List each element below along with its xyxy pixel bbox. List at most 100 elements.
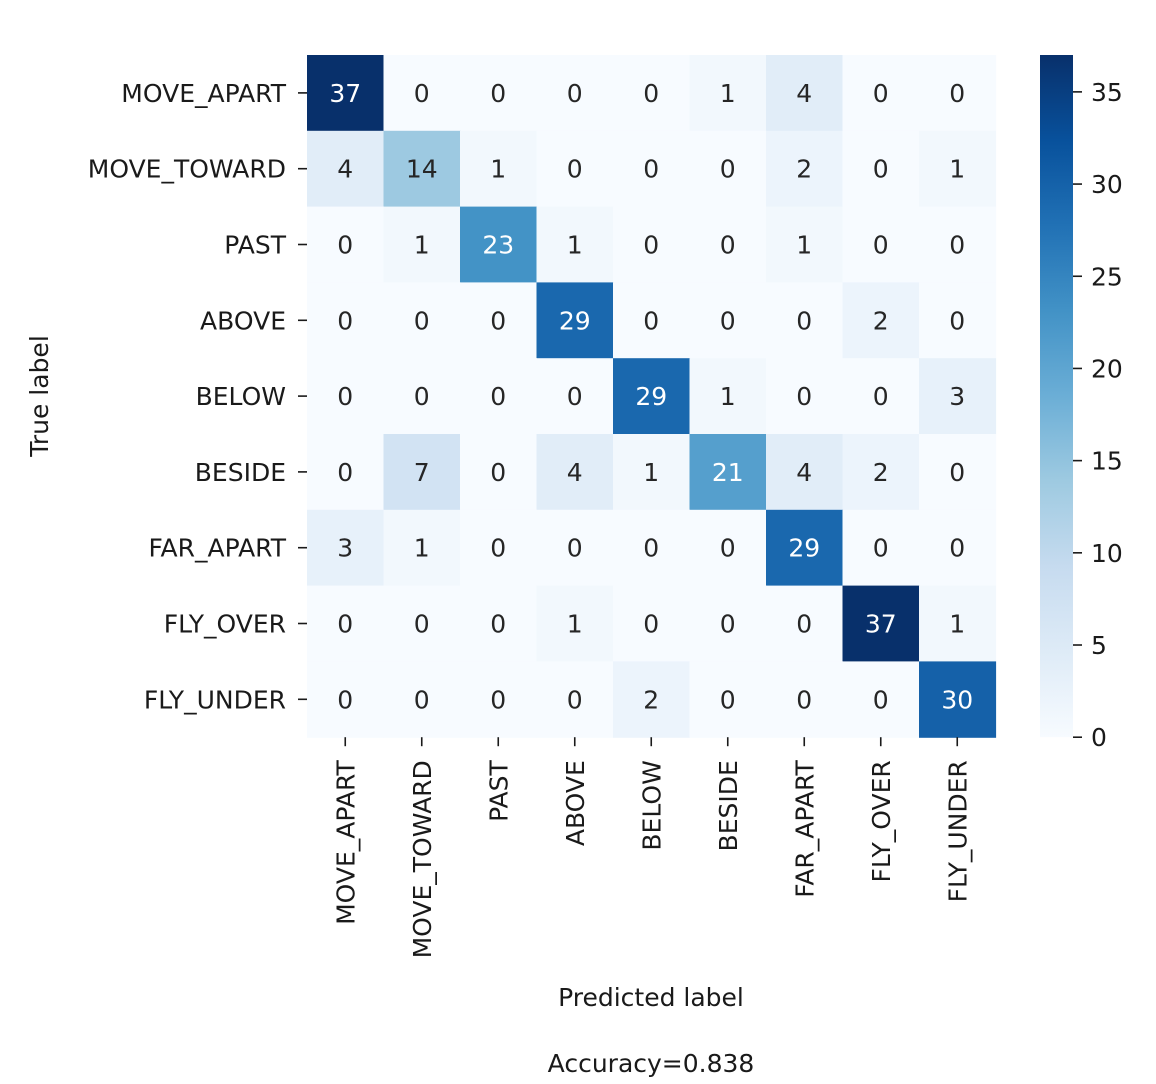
heatmap-cell bbox=[383, 358, 461, 435]
cell-value-label: 2 bbox=[873, 458, 889, 487]
heatmap-cell bbox=[383, 585, 461, 662]
heatmap-cell bbox=[919, 585, 997, 662]
cell-value-label: 0 bbox=[720, 685, 736, 714]
cell-value-label: 3 bbox=[949, 382, 965, 411]
x-tick-label: ABOVE bbox=[561, 760, 590, 846]
heatmap-cell bbox=[919, 661, 997, 738]
heatmap-cell bbox=[919, 358, 997, 435]
cell-value-label: 0 bbox=[873, 685, 889, 714]
y-tick-label: MOVE_APART bbox=[121, 79, 286, 108]
cell-value-label: 0 bbox=[643, 610, 659, 639]
heatmap-cell bbox=[613, 585, 691, 662]
cell-value-label: 0 bbox=[720, 534, 736, 563]
cell-value-label: 1 bbox=[643, 458, 659, 487]
cell-value-label: 4 bbox=[567, 458, 583, 487]
cell-value-label: 0 bbox=[414, 685, 430, 714]
cell-value-label: 0 bbox=[567, 382, 583, 411]
heatmap-cell bbox=[460, 55, 538, 132]
heatmap-cell bbox=[842, 661, 920, 738]
cell-value-label: 4 bbox=[796, 458, 812, 487]
cell-value-label: 1 bbox=[720, 79, 736, 108]
heatmap-cell bbox=[613, 55, 691, 132]
cell-value-label: 30 bbox=[941, 685, 973, 714]
heatmap-cell bbox=[307, 434, 385, 511]
heatmap-cell bbox=[766, 282, 844, 359]
heatmap-cell bbox=[536, 434, 614, 511]
heatmap-cell bbox=[689, 206, 767, 283]
cell-value-label: 0 bbox=[490, 382, 506, 411]
cell-value-label: 0 bbox=[796, 685, 812, 714]
heatmap-cell bbox=[613, 434, 691, 511]
heatmap-cell bbox=[689, 434, 767, 511]
heatmap-cell bbox=[460, 282, 538, 359]
heatmap-cell bbox=[842, 434, 920, 511]
cell-value-label: 29 bbox=[559, 306, 591, 335]
cell-value-label: 0 bbox=[414, 79, 430, 108]
cell-value-label: 0 bbox=[720, 231, 736, 260]
heatmap-cell bbox=[307, 55, 385, 132]
cell-value-label: 0 bbox=[337, 306, 353, 335]
cell-value-label: 0 bbox=[643, 306, 659, 335]
cell-value-label: 0 bbox=[949, 306, 965, 335]
y-tick-label: FLY_OVER bbox=[164, 610, 286, 639]
heatmap-cell bbox=[536, 282, 614, 359]
heatmap-cell bbox=[536, 509, 614, 587]
heatmap-cell bbox=[536, 130, 614, 208]
heatmap-cell bbox=[460, 358, 538, 435]
heatmap-cell bbox=[919, 434, 997, 511]
cell-value-label: 0 bbox=[490, 685, 506, 714]
x-tick-label: BELOW bbox=[637, 760, 666, 850]
cell-value-label: 1 bbox=[949, 610, 965, 639]
heatmap-cell bbox=[460, 206, 538, 283]
cell-value-label: 0 bbox=[414, 306, 430, 335]
y-tick-label: FLY_UNDER bbox=[144, 685, 286, 714]
colorbar-tick-label: 15 bbox=[1091, 447, 1123, 476]
heatmap-cell bbox=[460, 585, 538, 662]
heatmap-cell bbox=[689, 55, 767, 132]
cell-value-label: 0 bbox=[873, 382, 889, 411]
heatmap-cell bbox=[307, 282, 385, 359]
heatmap-cell bbox=[689, 585, 767, 662]
heatmap-cell bbox=[689, 509, 767, 587]
x-tick-label: MOVE_APART bbox=[331, 759, 360, 924]
colorbar-tick-label: 30 bbox=[1091, 170, 1123, 199]
y-tick-label: MOVE_TOWARD bbox=[88, 155, 286, 184]
cell-value-label: 0 bbox=[490, 79, 506, 108]
cell-value-label: 0 bbox=[796, 306, 812, 335]
cell-value-label: 0 bbox=[414, 382, 430, 411]
cell-value-label: 0 bbox=[567, 534, 583, 563]
cell-value-label: 1 bbox=[414, 231, 430, 260]
heatmap-cell bbox=[766, 55, 844, 132]
cell-value-label: 0 bbox=[949, 79, 965, 108]
heatmap-cell bbox=[460, 434, 538, 511]
cell-value-label: 0 bbox=[490, 306, 506, 335]
heatmap-cell bbox=[919, 509, 997, 587]
x-tick-label: FLY_UNDER bbox=[943, 760, 972, 902]
y-axis-title: True label bbox=[25, 335, 54, 458]
cell-value-label: 3 bbox=[337, 534, 353, 563]
heatmap-cell bbox=[842, 358, 920, 435]
colorbar: 0 5 10 15 20 25 30 35 bbox=[1040, 55, 1123, 752]
cell-value-label: 0 bbox=[337, 382, 353, 411]
heatmap-cell-labels: 37 0 0 0 0 1 4 0 04 14 1 0 0 0 2 0 10 1 23 1 0 0 1 0 00 0 0 29 0 0 0 2 0… bbox=[329, 79, 973, 714]
x-axis: MOVE_APART MOVE_TOWARD PAST ABOVE BELOW BESID… bbox=[331, 737, 972, 958]
cell-value-label: 0 bbox=[643, 79, 659, 108]
cell-value-label: 23 bbox=[482, 231, 514, 260]
heatmap-cell bbox=[383, 130, 461, 208]
cell-value-label: 1 bbox=[796, 231, 812, 260]
cell-value-label: 0 bbox=[567, 685, 583, 714]
heatmap-cell bbox=[536, 585, 614, 662]
cell-value-label: 29 bbox=[635, 382, 667, 411]
cell-value-label: 0 bbox=[796, 610, 812, 639]
heatmap-cell bbox=[536, 358, 614, 435]
cell-value-label: 0 bbox=[337, 610, 353, 639]
cell-value-label: 0 bbox=[567, 155, 583, 184]
heatmap-cell bbox=[536, 55, 614, 132]
heatmap-cell bbox=[766, 585, 844, 662]
heatmap-cell bbox=[842, 55, 920, 132]
cell-value-label: 0 bbox=[490, 534, 506, 563]
cell-value-label: 0 bbox=[949, 231, 965, 260]
heatmap-cell bbox=[307, 509, 385, 587]
y-tick-label: BELOW bbox=[196, 382, 286, 411]
